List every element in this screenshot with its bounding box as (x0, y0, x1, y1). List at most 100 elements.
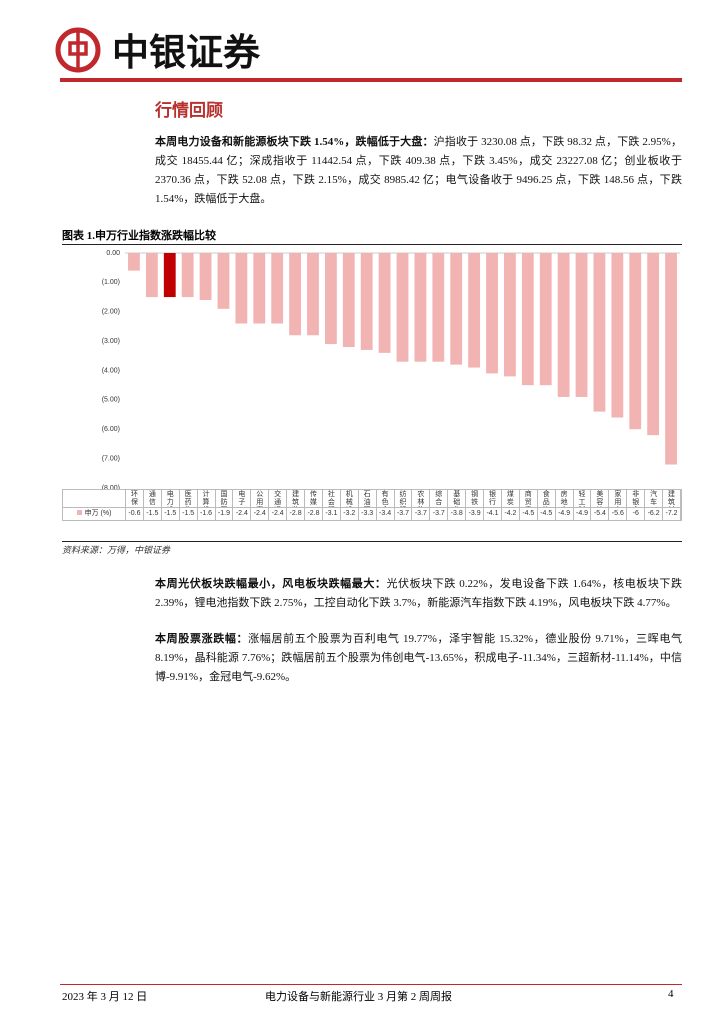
y-tick-label: (3.00) (102, 338, 120, 345)
legend-swatch (76, 510, 82, 515)
paragraph: 本周股票涨跌幅：涨幅居前五个股票为百利电气 19.77%，泽宇智能 15.32%… (155, 630, 682, 687)
value-label: -1.9 (216, 508, 234, 520)
value-label: -3.1 (323, 508, 341, 520)
value-label: -3.2 (341, 508, 359, 520)
value-label: -1.5 (162, 508, 180, 520)
value-label: -6.2 (645, 508, 664, 520)
bar (217, 253, 230, 309)
x-tick-label: 家用电器 (609, 490, 628, 508)
lead: 本周光伏板块跌幅最小，风电板块跌幅最大： (155, 578, 387, 590)
x-tick-label: 纺织服饰 (394, 490, 413, 508)
x-tick-label: 电力设备 (161, 490, 180, 508)
x-tick-label: 商贸零售 (519, 490, 538, 508)
bar (647, 253, 660, 436)
header-rule (60, 78, 682, 82)
bar (629, 253, 642, 430)
bar (468, 253, 481, 368)
bar (307, 253, 319, 336)
bar (163, 253, 176, 298)
value-label: -4.5 (520, 508, 538, 520)
x-tick-label: 医药生物 (179, 490, 198, 508)
value-label: -3.8 (448, 508, 467, 520)
x-tick-label: 钢铁 (466, 490, 485, 508)
value-label: -2.8 (305, 508, 323, 520)
x-tick-label: 农林牧渔 (412, 490, 431, 508)
value-label: -4.2 (502, 508, 520, 520)
data-table: 申万 (%)环保-0.6通信-1.5电力设备-1.5医药生物-1.5计算机-1.… (62, 489, 682, 521)
x-tick-label: 建筑材料 (663, 490, 681, 508)
body: 光伏板块下跌 0.22%，发电设备下跌 1.64%，核电板块下跌 2.39%，锂… (155, 578, 683, 609)
value-label: -0.6 (126, 508, 144, 520)
bar (414, 253, 427, 362)
bar (557, 253, 570, 397)
x-tick-label: 建筑装饰 (287, 490, 306, 508)
x-tick-label: 石油石化 (358, 490, 377, 508)
figure: 0.00 (1.00) (2.00) (3.00) (4.00) (5.00) (6.00)… (62, 244, 682, 542)
x-tick-label: 轻工制造 (573, 490, 592, 508)
y-tick-label: 0.00 (106, 250, 120, 257)
footer-report: 电力设备与新能源行业 3 月第 2 周周报 (265, 991, 452, 1003)
section-title: 行情回顾 (155, 101, 223, 121)
y-tick-label: (2.00) (102, 309, 120, 316)
value-label: -3.7 (430, 508, 449, 520)
bar (432, 253, 445, 362)
bar (378, 253, 391, 353)
bar (342, 253, 355, 347)
bar (324, 253, 337, 345)
header: 中银证券 (55, 27, 682, 82)
bar (611, 253, 624, 418)
x-tick-label: 有色金属 (376, 490, 395, 508)
page-number: 4 (668, 988, 674, 1000)
y-tick-label: (8.00) (102, 485, 120, 489)
value-label: -2.4 (233, 508, 252, 520)
x-tick-label: 环保 (126, 490, 144, 508)
value-label: -3.7 (395, 508, 413, 520)
value-label: -4.9 (574, 508, 592, 520)
value-label: -2.8 (287, 508, 306, 520)
figure-source: 资料来源：万得，中银证券 (62, 545, 171, 555)
x-tick-label: 综合 (430, 490, 449, 508)
bar (504, 253, 516, 377)
value-label: -3.4 (377, 508, 395, 520)
x-tick-label: 电子 (233, 490, 252, 508)
figure-title: 图表 1.申万行业指数涨跌幅比较 (62, 230, 216, 242)
value-label: -4.1 (484, 508, 502, 520)
bar (199, 253, 212, 300)
value-label: -2.4 (251, 508, 270, 520)
value-label: -1.5 (180, 508, 198, 520)
bar (271, 253, 284, 324)
bar (396, 253, 409, 362)
table-corner (63, 490, 126, 508)
x-tick-label: 交通运输 (269, 490, 288, 508)
bar (665, 253, 677, 465)
x-tick-label: 机械设备 (340, 490, 359, 508)
bar (253, 253, 266, 324)
bar (575, 253, 588, 397)
paragraph: 本周电力设备和新能源板块下跌 1.54%，跌幅低于大盘：沪指收于 3230.08… (155, 133, 682, 209)
value-label: -1.5 (144, 508, 162, 520)
legend-label: 申万 (%) (84, 510, 112, 517)
y-tick-label: (7.00) (102, 455, 120, 462)
body: 沪指收于 3230.08 点，下跌 98.32 点，下跌 2.95%，成交 18… (155, 136, 682, 205)
bar (539, 253, 552, 386)
x-tick-label: 计算机 (197, 490, 216, 508)
x-tick-label: 食品饮料 (537, 490, 556, 508)
value-label: -4.9 (556, 508, 574, 520)
y-tick-label: (6.00) (102, 426, 120, 433)
lead: 本周股票涨跌幅： (155, 633, 249, 645)
value-label: -2.4 (269, 508, 288, 520)
value-label: -7.2 (663, 508, 681, 520)
x-tick-label: 公用事业 (251, 490, 270, 508)
logo-text: 中银证券 (112, 31, 261, 74)
y-tick-label: (4.00) (102, 367, 120, 374)
bar (289, 253, 301, 336)
value-label: -1.6 (198, 508, 216, 520)
x-tick-label: 房地产 (555, 490, 574, 508)
bar (235, 253, 248, 324)
x-tick-label: 基础化工 (448, 490, 467, 508)
legend-entry: 申万 (%) (63, 508, 126, 520)
bar (450, 253, 463, 365)
bar (128, 253, 140, 271)
value-label: -5.4 (591, 508, 610, 520)
